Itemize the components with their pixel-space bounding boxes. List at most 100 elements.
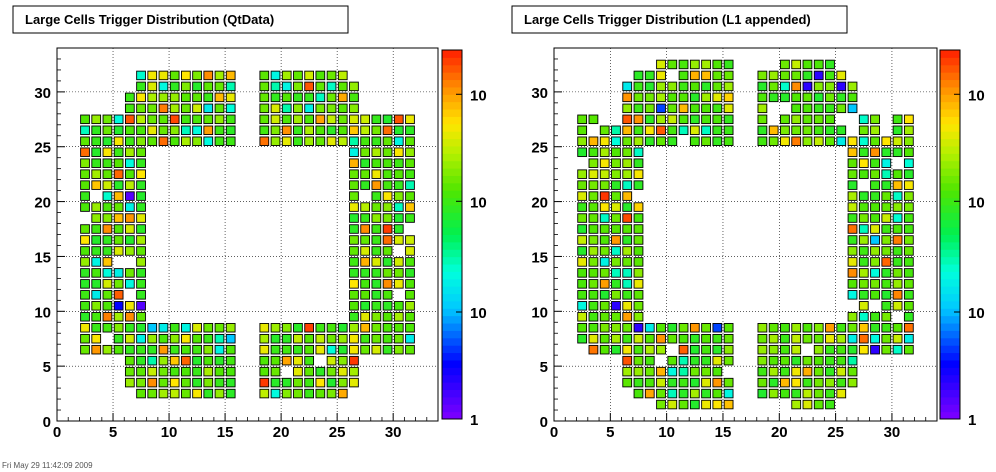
- y-tick-label: 20: [34, 195, 51, 212]
- heatmap-cell: [588, 268, 599, 278]
- heatmap-cell: [757, 92, 768, 103]
- heatmap-cell: [633, 169, 644, 179]
- colorbar-segment: [442, 337, 462, 346]
- heatmap-cell: [382, 257, 393, 267]
- colorbar-segment: [940, 109, 960, 117]
- heatmap-cell: [881, 202, 892, 212]
- heatmap-cell: [768, 344, 779, 355]
- heatmap-cell: [349, 301, 359, 311]
- heatmap-cell: [847, 312, 858, 322]
- heatmap-cell: [903, 290, 914, 300]
- heatmap-cell: [633, 202, 644, 212]
- colorbar-segment: [442, 374, 462, 383]
- heatmap-cell: [293, 92, 303, 103]
- heatmap-cell: [780, 92, 790, 103]
- heatmap-cell: [382, 169, 393, 179]
- colorbar-segment: [940, 79, 960, 88]
- heatmap-cell: [870, 136, 880, 146]
- heatmap-cell: [360, 169, 371, 179]
- colorbar-segment: [940, 116, 960, 125]
- heatmap-cell: [780, 70, 790, 81]
- heatmap-cell: [644, 81, 655, 92]
- heatmap-cell: [259, 70, 270, 81]
- heatmap-cell: [80, 290, 90, 300]
- heatmap-cell: [91, 224, 102, 234]
- heatmap-cell: [147, 114, 158, 125]
- heatmap-cell: [259, 323, 270, 333]
- heatmap-cell: [858, 147, 869, 157]
- heatmap-cell: [124, 301, 135, 311]
- heatmap-cell: [124, 366, 135, 377]
- heatmap-cell: [870, 344, 880, 355]
- heatmap-cell: [102, 180, 113, 190]
- heatmap-cell: [393, 180, 404, 190]
- heatmap-cell: [91, 213, 102, 223]
- heatmap-cell: [633, 235, 644, 245]
- x-tick-label: 30: [385, 424, 402, 441]
- colorbar-segment: [442, 308, 462, 317]
- heatmap-cell: [813, 388, 824, 399]
- colorbar-segment: [940, 123, 960, 132]
- heatmap-cell: [270, 81, 281, 92]
- x-tick-label: 15: [217, 424, 234, 441]
- heatmap-cell: [825, 70, 835, 81]
- heatmap-cell: [599, 333, 610, 344]
- heatmap-cell: [102, 202, 113, 212]
- heatmap-cell: [169, 114, 180, 125]
- heatmap-cell: [405, 169, 415, 179]
- heatmap-cell: [588, 301, 599, 311]
- heatmap-cell: [836, 92, 847, 103]
- heatmap-cell: [360, 344, 371, 355]
- heatmap-cell: [360, 323, 371, 333]
- colorbar-segment: [442, 367, 462, 376]
- heatmap-cell: [214, 136, 225, 146]
- heatmap-cell: [158, 377, 169, 388]
- heatmap-cell: [881, 136, 892, 146]
- heatmap-cell: [270, 323, 281, 333]
- heatmap-cell: [113, 279, 124, 289]
- heatmap-cell: [780, 81, 790, 92]
- heatmap-cell: [181, 103, 191, 114]
- heatmap-cell: [791, 323, 802, 333]
- heatmap-cell: [91, 323, 102, 333]
- heatmap-cell: [780, 355, 790, 366]
- heatmap-cell: [91, 333, 102, 344]
- colorbar-segment: [442, 352, 462, 361]
- y-tick-label: 20: [531, 195, 548, 212]
- heatmap-cell: [169, 344, 180, 355]
- heatmap-cell: [259, 81, 270, 92]
- heatmap-cell: [858, 268, 869, 278]
- heatmap-cell: [712, 344, 723, 355]
- heatmap-cell: [124, 202, 135, 212]
- colorbar-segment: [940, 345, 960, 354]
- heatmap-cell: [802, 125, 813, 136]
- colorbar-segment: [442, 256, 462, 265]
- heatmap-cell: [599, 235, 610, 245]
- colorbar-segment: [940, 131, 960, 140]
- heatmap-cell: [80, 180, 90, 190]
- x-tick-label: 10: [161, 424, 178, 441]
- heatmap-cell: [723, 344, 734, 355]
- heatmap-cell: [588, 235, 599, 245]
- heatmap-cell: [622, 114, 633, 125]
- heatmap-cell: [611, 136, 621, 146]
- heatmap-cell: [270, 70, 281, 81]
- heatmap-cell: [270, 388, 281, 399]
- heatmap-cell: [712, 125, 723, 136]
- heatmap-cell: [113, 333, 124, 344]
- colorbar-label: 10: [968, 87, 985, 104]
- heatmap-cell: [147, 333, 158, 344]
- heatmap-cell: [113, 224, 124, 234]
- colorbar-segment: [940, 374, 960, 383]
- heatmap-cell: [599, 125, 610, 136]
- y-tick-label: 30: [531, 85, 548, 102]
- heatmap-cell: [259, 92, 270, 103]
- heatmap-cell: [393, 169, 404, 179]
- heatmap-cell: [611, 147, 621, 157]
- heatmap-cell: [791, 70, 802, 81]
- heatmap-cell: [371, 268, 382, 278]
- heatmap-cell: [158, 103, 169, 114]
- heatmap-cell: [644, 355, 655, 366]
- heatmap-cell: [813, 92, 824, 103]
- heatmap-cell: [678, 366, 689, 377]
